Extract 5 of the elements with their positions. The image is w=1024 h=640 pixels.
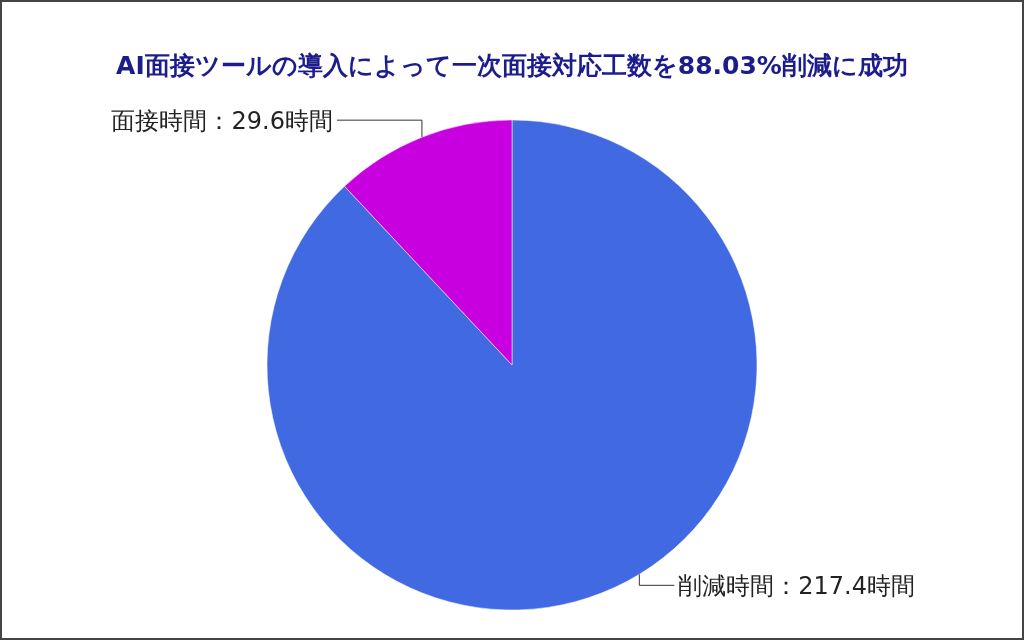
chart-title: AI面接ツールの導入によって一次面接対応工数を88.03%削減に成功: [116, 51, 908, 80]
slice-label: 面接時間: [111, 106, 208, 135]
slice-label: 削減時間: [678, 571, 775, 600]
data-label: ：29.6時間: [207, 106, 333, 135]
data-label: ：217.4時間: [774, 571, 916, 600]
